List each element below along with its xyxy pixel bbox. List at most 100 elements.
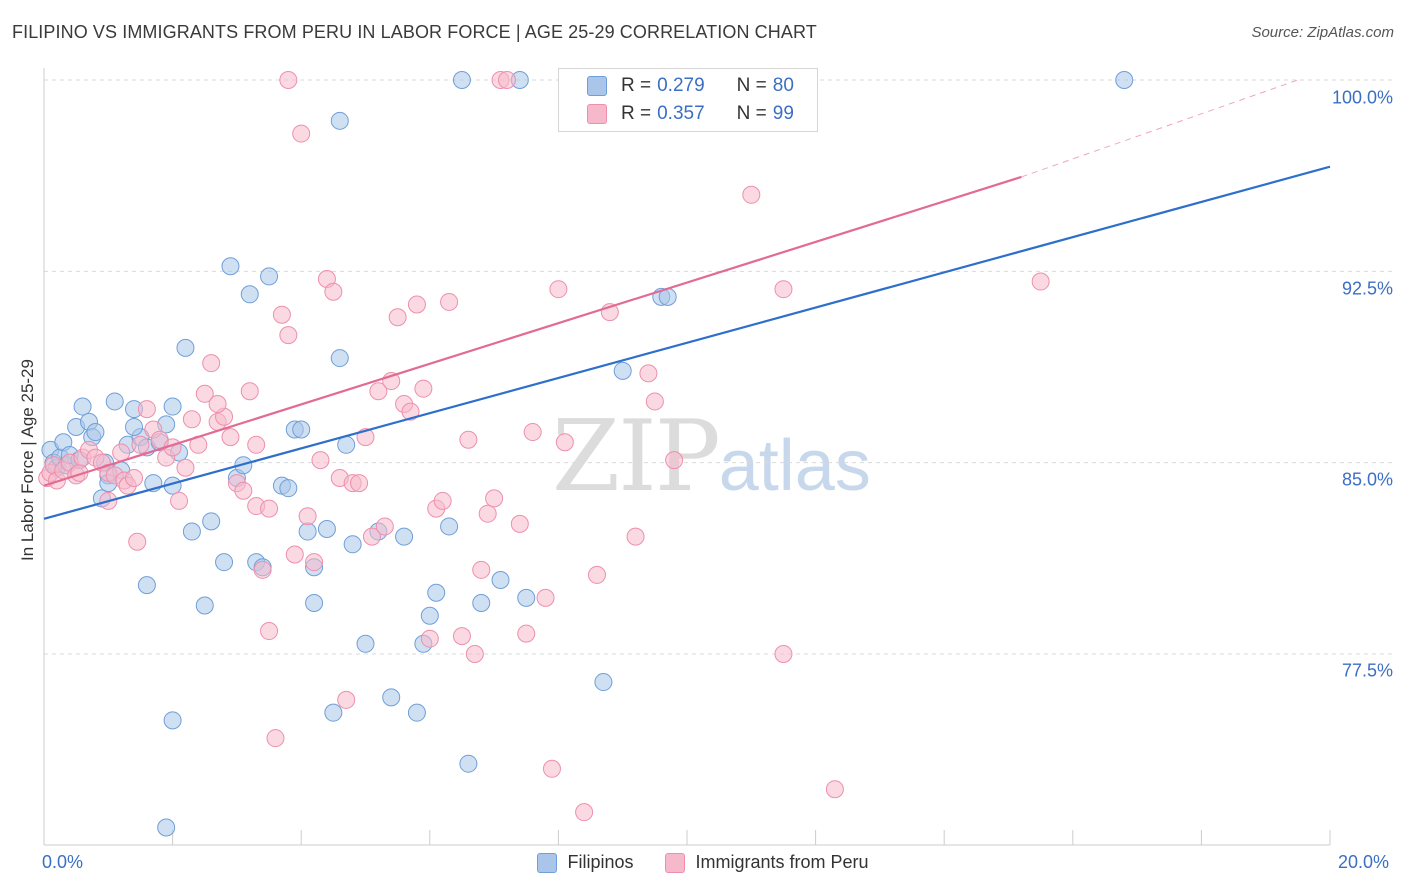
- y-tick-77-5: 77.5%: [1341, 660, 1393, 681]
- peru-point: [260, 622, 279, 641]
- filipino-point: [317, 519, 336, 538]
- peru-point: [279, 326, 298, 345]
- filipino-point: [613, 361, 632, 380]
- peru-point: [645, 392, 664, 411]
- watermark: ZIPatlas: [552, 400, 871, 514]
- peru-point: [362, 527, 381, 546]
- filipino-point: [459, 754, 478, 773]
- peru-point: [639, 364, 658, 383]
- legend-n-label: N =: [736, 103, 767, 124]
- watermark-zip: ZIP: [552, 400, 721, 514]
- peru-point: [260, 499, 279, 518]
- peru-point: [247, 435, 266, 454]
- peru-point: [240, 382, 259, 401]
- filipino-point: [330, 111, 349, 130]
- legend-row-filipinos: R = 0.279 N = 80: [587, 72, 794, 100]
- peru-point: [497, 71, 516, 89]
- source-label: Source: ZipAtlas.com: [1251, 24, 1394, 41]
- peru-point: [311, 451, 330, 470]
- correlation-legend: R = 0.279 N = 80 R = 0.357 N = 99: [558, 68, 818, 132]
- peru-point: [375, 517, 394, 536]
- peru-point: [285, 545, 304, 564]
- filipino-point: [427, 583, 446, 602]
- legend-r-value: 0.279: [657, 75, 705, 96]
- legend-n-label: N =: [736, 75, 767, 96]
- peru-point: [485, 489, 504, 508]
- peru-point: [195, 384, 214, 403]
- peru-point: [517, 624, 536, 643]
- filipino-point: [356, 634, 375, 653]
- y-axis-label: In Labor Force | Age 25-29: [18, 359, 37, 561]
- axes: [43, 68, 1331, 846]
- filipino-point: [260, 267, 279, 286]
- filipino-point: [125, 417, 144, 436]
- peru-point: [774, 645, 793, 663]
- peru-point: [176, 458, 195, 477]
- filipino-point: [491, 571, 510, 590]
- peru-point: [742, 185, 761, 204]
- legend-item-peru[interactable]: Immigrants from Peru: [665, 852, 869, 873]
- peru-point: [401, 402, 420, 421]
- filipino-point: [279, 479, 298, 498]
- peru-trend-line: [43, 175, 1022, 487]
- peru-point: [137, 400, 156, 419]
- peru-point: [555, 433, 574, 452]
- peru-point: [452, 627, 471, 646]
- peru-point: [131, 435, 150, 454]
- peru-points: [38, 71, 1050, 822]
- filipino-point: [195, 596, 214, 615]
- peru-point: [626, 527, 645, 546]
- filipino-point: [1115, 71, 1134, 89]
- filipino-point: [182, 522, 201, 541]
- peru-point: [208, 394, 227, 413]
- filipino-point: [292, 420, 311, 439]
- legend-label-filipinos: Filipinos: [567, 852, 634, 872]
- legend-swatch-pink: [587, 104, 607, 124]
- peru-point: [337, 690, 356, 709]
- legend-r-label: R =: [621, 75, 652, 96]
- peru-point: [279, 71, 298, 89]
- peru-point: [420, 629, 439, 648]
- peru-point: [440, 292, 459, 311]
- filipino-point: [382, 688, 401, 707]
- filipinos-points: [41, 71, 1134, 837]
- filipino-point: [407, 703, 426, 722]
- peru-point: [407, 295, 426, 314]
- filipino-point: [337, 435, 356, 454]
- filipino-point: [221, 257, 240, 276]
- peru-point: [292, 124, 311, 143]
- swatch-peru: [665, 852, 686, 873]
- peru-point: [542, 759, 561, 778]
- peru-point: [549, 280, 568, 299]
- legend-n-value: 80: [772, 75, 794, 96]
- swatch-filipinos: [537, 852, 558, 873]
- watermark-atlas: atlas: [718, 426, 871, 506]
- legend-row-peru: R = 0.357 N = 99: [587, 100, 794, 128]
- peru-point: [350, 474, 369, 493]
- filipinos-trend-line: [43, 165, 1331, 520]
- filipino-point: [440, 517, 459, 536]
- peru-point: [388, 308, 407, 327]
- peru-point: [234, 481, 253, 500]
- peru-point: [369, 382, 388, 401]
- y-tick-100: 100.0%: [1331, 87, 1393, 108]
- y-tick-85: 85.0%: [1341, 469, 1393, 490]
- peru-point: [465, 645, 484, 663]
- peru-point: [478, 504, 497, 523]
- peru-point: [414, 379, 433, 398]
- legend-r-label: R =: [621, 103, 652, 124]
- peru-point: [182, 410, 201, 429]
- filipino-point: [73, 397, 92, 416]
- y-tick-92-5: 92.5%: [1341, 278, 1393, 299]
- peru-point: [459, 430, 478, 449]
- peru-point: [170, 491, 189, 510]
- x-tick-min: 0.0%: [42, 852, 84, 872]
- legend-item-filipinos[interactable]: Filipinos: [537, 852, 633, 873]
- peru-point: [125, 468, 144, 487]
- legend-r-value: 0.357: [657, 103, 705, 124]
- peru-point: [324, 282, 343, 301]
- peru-point: [472, 560, 491, 579]
- peru-trend-extension: [1021, 79, 1299, 178]
- filipino-point: [395, 527, 414, 546]
